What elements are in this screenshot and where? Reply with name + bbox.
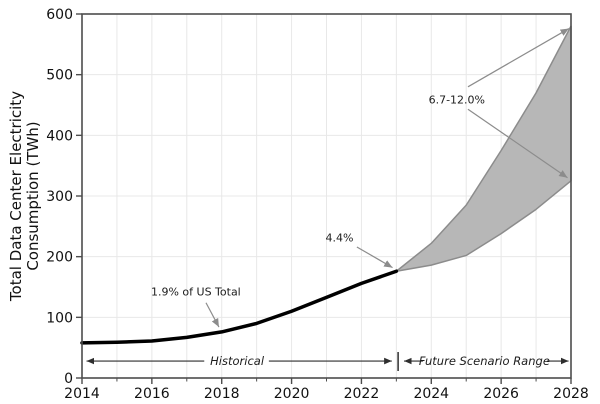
y-axis-label-line2: Consumption (TWh) — [24, 121, 42, 271]
y-tick-label: 300 — [46, 189, 73, 205]
x-tick-label: 2028 — [553, 386, 589, 402]
annotation-6-7-12-0-percent: 6.7-12.0% — [428, 93, 485, 107]
annotation-arrow — [356, 246, 393, 269]
x-tick-label: 2014 — [64, 386, 100, 402]
y-axis-label-line1: Total Data Center Electricity — [7, 90, 25, 302]
y-axis-label: Total Data Center Electricity Consumptio… — [7, 90, 42, 302]
y-tick-label: 200 — [46, 250, 73, 266]
annotation-arrow — [467, 28, 570, 88]
x-tick-label: 2018 — [204, 386, 240, 402]
annotation-arrow — [205, 302, 220, 328]
y-tick-label: 400 — [46, 128, 73, 144]
future-range-label: Future Scenario Range — [418, 354, 550, 368]
historical-range-label: Historical — [210, 354, 265, 368]
x-tick-label: 2024 — [413, 386, 449, 402]
y-tick-label: 0 — [64, 371, 73, 387]
y-tick-label: 100 — [46, 310, 73, 326]
historical-line — [80, 269, 399, 345]
y-tick-label: 600 — [46, 7, 73, 23]
annotation-arrow — [467, 108, 568, 179]
annotation-1-9-percent: 1.9% of US Total — [150, 285, 241, 299]
x-tick-label: 2016 — [134, 386, 170, 402]
future-scenario-band — [395, 25, 572, 272]
x-tick-label: 2020 — [274, 386, 310, 402]
x-tick-label: 2022 — [344, 386, 380, 402]
y-tick-label: 500 — [46, 68, 73, 84]
x-tick-label: 2026 — [483, 386, 519, 402]
annotation-4-4-percent: 4.4% — [325, 231, 354, 245]
